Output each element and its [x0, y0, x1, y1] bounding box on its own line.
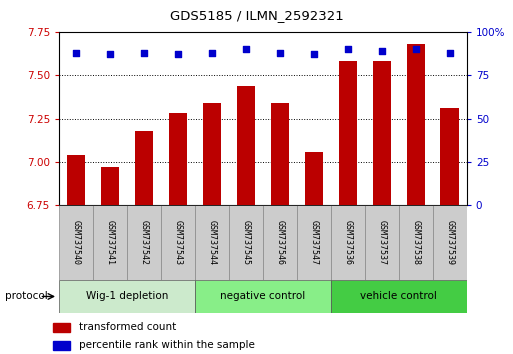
Point [378, 48, 386, 54]
Bar [297, 205, 331, 280]
Text: GSM737536: GSM737536 [343, 220, 352, 265]
Point [72, 50, 80, 56]
Bar [433, 205, 467, 280]
Text: transformed count: transformed count [78, 322, 176, 332]
Bar [195, 205, 229, 280]
Text: GSM737546: GSM737546 [275, 220, 284, 265]
Bar [101, 167, 120, 205]
Text: GSM737543: GSM737543 [173, 220, 183, 265]
Bar [67, 155, 85, 205]
Point [446, 50, 454, 56]
Point [344, 46, 352, 52]
Point [174, 52, 182, 57]
Bar [93, 205, 127, 280]
Bar [331, 205, 365, 280]
Point [242, 46, 250, 52]
Point [106, 52, 114, 57]
Bar [263, 205, 297, 280]
Text: GDS5185 / ILMN_2592321: GDS5185 / ILMN_2592321 [170, 9, 343, 22]
Bar [406, 44, 425, 205]
Text: Wig-1 depletion: Wig-1 depletion [86, 291, 168, 302]
Bar [59, 205, 93, 280]
Bar [127, 205, 161, 280]
Bar [236, 86, 255, 205]
Text: GSM737538: GSM737538 [411, 220, 420, 265]
Bar [441, 108, 459, 205]
Text: GSM737547: GSM737547 [309, 220, 319, 265]
Bar [53, 322, 70, 332]
Bar [229, 205, 263, 280]
Point [276, 50, 284, 56]
Text: GSM737544: GSM737544 [207, 220, 216, 265]
Text: percentile rank within the sample: percentile rank within the sample [78, 340, 254, 350]
Bar [372, 61, 391, 205]
Bar [161, 205, 195, 280]
Text: GSM737540: GSM737540 [71, 220, 81, 265]
Bar [134, 131, 153, 205]
Point [412, 46, 420, 52]
Bar [339, 61, 357, 205]
Text: GSM737545: GSM737545 [242, 220, 250, 265]
Bar [305, 152, 323, 205]
Text: vehicle control: vehicle control [361, 291, 437, 302]
Bar [331, 280, 467, 313]
Text: GSM737541: GSM737541 [106, 220, 114, 265]
Bar [203, 103, 221, 205]
Text: GSM737542: GSM737542 [140, 220, 148, 265]
Bar [365, 205, 399, 280]
Point [140, 50, 148, 56]
Text: protocol: protocol [5, 291, 48, 302]
Bar [59, 280, 195, 313]
Text: negative control: negative control [220, 291, 306, 302]
Bar [270, 103, 289, 205]
Text: GSM737537: GSM737537 [378, 220, 386, 265]
Text: GSM737539: GSM737539 [445, 220, 455, 265]
Point [310, 52, 318, 57]
Bar [195, 280, 331, 313]
Bar [169, 113, 187, 205]
Point [208, 50, 216, 56]
Bar [399, 205, 433, 280]
Bar [53, 341, 70, 350]
